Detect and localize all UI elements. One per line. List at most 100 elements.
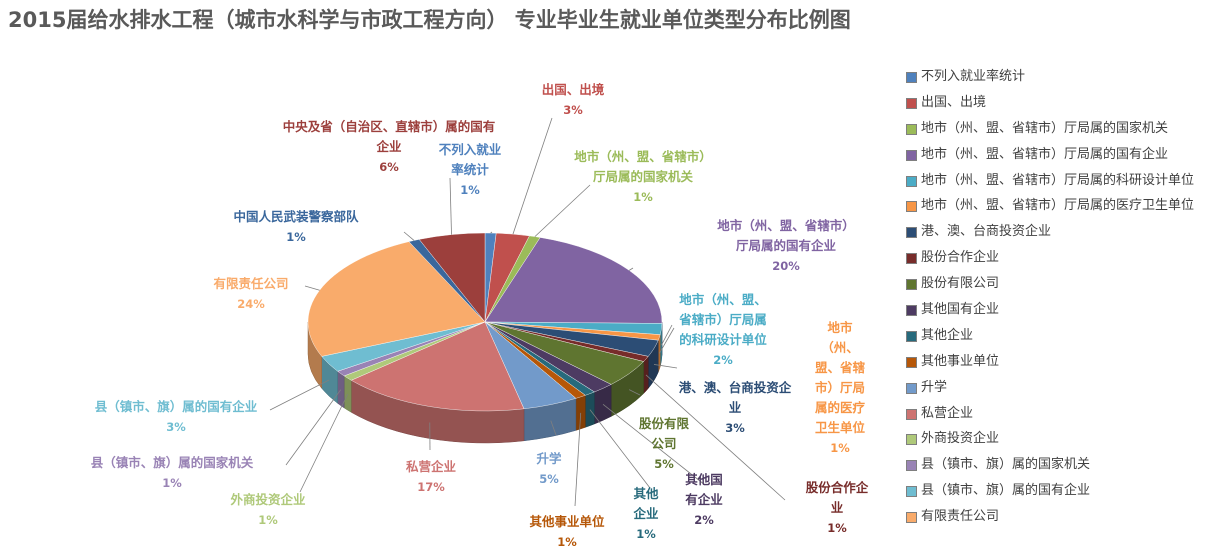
- legend-item: 地市（州、盟、省辖市）厅局属的医疗卫生单位: [906, 193, 1221, 219]
- pie-slice-3: [484, 237, 663, 324]
- legend-item: 出国、出境: [906, 90, 1221, 116]
- legend-item: 私营企业: [906, 401, 1221, 427]
- legend-item: 股份合作企业: [906, 245, 1221, 271]
- data-label-text: 县（镇市、旗）属的国有企业: [94, 399, 258, 414]
- leader-line-14: [299, 393, 348, 493]
- data-label-text: （州、: [821, 340, 859, 355]
- legend-swatch: [906, 253, 917, 265]
- data-label-percent: 1%: [258, 513, 278, 527]
- leader-line-12: [550, 420, 557, 436]
- data-label-text: 市）厅局: [814, 380, 865, 395]
- legend-swatch: [906, 486, 917, 498]
- legend-label: 地市（州、盟、省辖市）厅局属的国有企业: [921, 146, 1169, 162]
- data-label-text: 厅局属的国家机关: [592, 169, 693, 184]
- data-label-text: 业: [728, 400, 742, 415]
- leader-line-0: [490, 231, 493, 234]
- legend-swatch: [906, 175, 917, 187]
- data-label-text: 的科研设计单位: [679, 332, 767, 347]
- leader-line-18: [403, 231, 415, 241]
- data-label-7: 股份合作企业 1%: [787, 478, 887, 538]
- legend-swatch: [906, 279, 917, 291]
- data-label-percent: 6%: [379, 160, 399, 174]
- data-label-13: 私营企业 17%: [391, 457, 471, 497]
- legend-item: 其他企业: [906, 323, 1221, 349]
- leader-line-5: [658, 327, 675, 354]
- data-label-percent: 24%: [237, 297, 265, 311]
- legend-swatch: [906, 305, 917, 317]
- chart-title: 2015届给水排水工程（城市水科学与市政工程方向） 专业毕业生就业单位类型分布比…: [8, 8, 851, 32]
- data-label-percent: 1%: [162, 476, 182, 490]
- legend-item: 地市（州、盟、省辖市）厅局属的科研设计单位: [906, 168, 1221, 194]
- legend-label: 升学: [921, 379, 948, 395]
- leader-line-19: [449, 177, 452, 235]
- legend-item: 县（镇市、旗）属的国有企业: [906, 478, 1221, 504]
- data-label-percent: 5%: [654, 457, 674, 471]
- data-label-text: 有企业: [685, 492, 723, 507]
- data-label-text: 地市（州、盟、: [679, 292, 767, 307]
- legend-swatch: [906, 434, 917, 446]
- data-label-text: 企业: [633, 506, 659, 521]
- data-label-text: 私营企业: [405, 459, 456, 474]
- legend-item: 股份有限公司: [906, 271, 1221, 297]
- data-label-19: 中央及省（自治区、直辖市）属的国有 企业 6%: [254, 117, 524, 177]
- data-label-percent: 1%: [633, 190, 653, 204]
- leader-line-11: [574, 412, 582, 507]
- leader-line-1: [512, 117, 553, 235]
- legend-label: 其他国有企业: [921, 302, 1000, 318]
- pie-sides: [307, 321, 663, 444]
- legend-swatch: [906, 382, 917, 394]
- legend-label: 不列入就业率统计: [921, 69, 1026, 84]
- data-label-text: 中国人民武装警察部队: [233, 209, 359, 224]
- legend-label: 股份合作企业: [921, 250, 1000, 266]
- data-label-text: 港、澳、台商投资企: [678, 380, 792, 395]
- data-label-text: 县（镇市、旗）属的国家机关: [90, 455, 254, 470]
- data-label-text: 地市: [827, 320, 853, 335]
- data-label-1: 出国、出境 3%: [528, 80, 618, 120]
- legend-swatch: [906, 408, 917, 420]
- data-label-text: 卫生单位: [814, 420, 865, 435]
- pie-chart: [269, 117, 786, 507]
- leader-lines: [269, 117, 786, 507]
- legend-item: 外商投资企业: [906, 426, 1221, 452]
- data-label-8: 股份有限 公司 5%: [624, 414, 704, 474]
- data-label-11: 其他事业单位 1%: [512, 512, 622, 552]
- leader-line-17: [304, 285, 320, 291]
- legend-label: 其他事业单位: [921, 353, 1000, 369]
- legend-swatch: [906, 123, 917, 135]
- pie-side-10: [585, 391, 595, 428]
- legend-swatch: [906, 330, 917, 342]
- legend-label: 地市（州、盟、省辖市）厅局属的医疗卫生单位: [921, 198, 1195, 214]
- legend-item: 其他事业单位: [906, 349, 1221, 375]
- pie-slice-19: [418, 232, 486, 323]
- data-label-percent: 17%: [417, 480, 445, 494]
- data-label-percent: 20%: [772, 259, 800, 273]
- data-label-text: 中央及省（自治区、直辖市）属的国有: [282, 119, 496, 134]
- legend-label: 外商投资企业: [921, 431, 1000, 447]
- data-label-percent: 1%: [286, 230, 306, 244]
- legend-swatch: [906, 227, 917, 239]
- data-label-text: 不列入就业: [438, 142, 502, 157]
- data-label-5: 地市 （州、 盟、省辖 市）厅局 属的医疗 卫生单位 1%: [805, 318, 875, 458]
- data-label-percent: 1%: [827, 521, 847, 535]
- legend-label: 地市（州、盟、省辖市）厅局属的科研设计单位: [921, 172, 1195, 188]
- legend-item: 县（镇市、旗）属的国家机关: [906, 452, 1221, 478]
- leader-line-16: [269, 379, 330, 411]
- legend-swatch: [906, 512, 917, 524]
- data-label-14: 外商投资企业 1%: [213, 490, 323, 530]
- legend-swatch: [906, 149, 917, 161]
- leader-line-15: [285, 389, 342, 466]
- data-label-percent: 3%: [725, 421, 745, 435]
- legend-swatch: [906, 460, 917, 472]
- legend-label: 其他企业: [921, 327, 974, 343]
- data-label-15: 县（镇市、旗）属的国家机关 1%: [57, 453, 287, 493]
- data-label-text: 厅局属的国有企业: [735, 238, 836, 253]
- legend-swatch: [906, 72, 917, 83]
- leader-line-7: [645, 374, 786, 501]
- legend-label: 有限责任公司: [921, 509, 1000, 525]
- pie-side-14: [343, 375, 352, 413]
- data-label-4: 地市（州、盟、 省辖市）厅局属 的科研设计单位 2%: [663, 290, 783, 370]
- data-label-text: 其他: [633, 486, 659, 501]
- legend-swatch: [906, 201, 917, 213]
- legend-label: 县（镇市、旗）属的国家机关: [921, 457, 1091, 473]
- pie-side-11: [575, 394, 586, 431]
